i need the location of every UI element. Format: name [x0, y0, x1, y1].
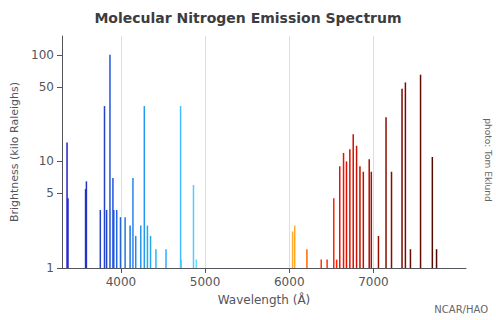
svg-text:50: 50: [39, 80, 54, 94]
svg-text:1: 1: [46, 261, 54, 275]
svg-text:Molecular Nitrogen Emission Sp: Molecular Nitrogen Emission Spectrum: [94, 10, 401, 26]
svg-text:photo: Tom Eklund: photo: Tom Eklund: [483, 118, 493, 201]
svg-text:6000: 6000: [274, 275, 305, 289]
svg-text:Wavelength (Å): Wavelength (Å): [218, 292, 311, 307]
svg-text:7000: 7000: [358, 275, 389, 289]
svg-text:5: 5: [46, 186, 54, 200]
svg-text:100: 100: [31, 48, 54, 62]
svg-text:Brightness (kilo Raleighs): Brightness (kilo Raleighs): [8, 82, 21, 222]
svg-text:10: 10: [39, 154, 54, 168]
svg-text:4000: 4000: [106, 275, 137, 289]
svg-text:5000: 5000: [190, 275, 221, 289]
svg-text:NCAR/HAO: NCAR/HAO: [434, 304, 488, 315]
